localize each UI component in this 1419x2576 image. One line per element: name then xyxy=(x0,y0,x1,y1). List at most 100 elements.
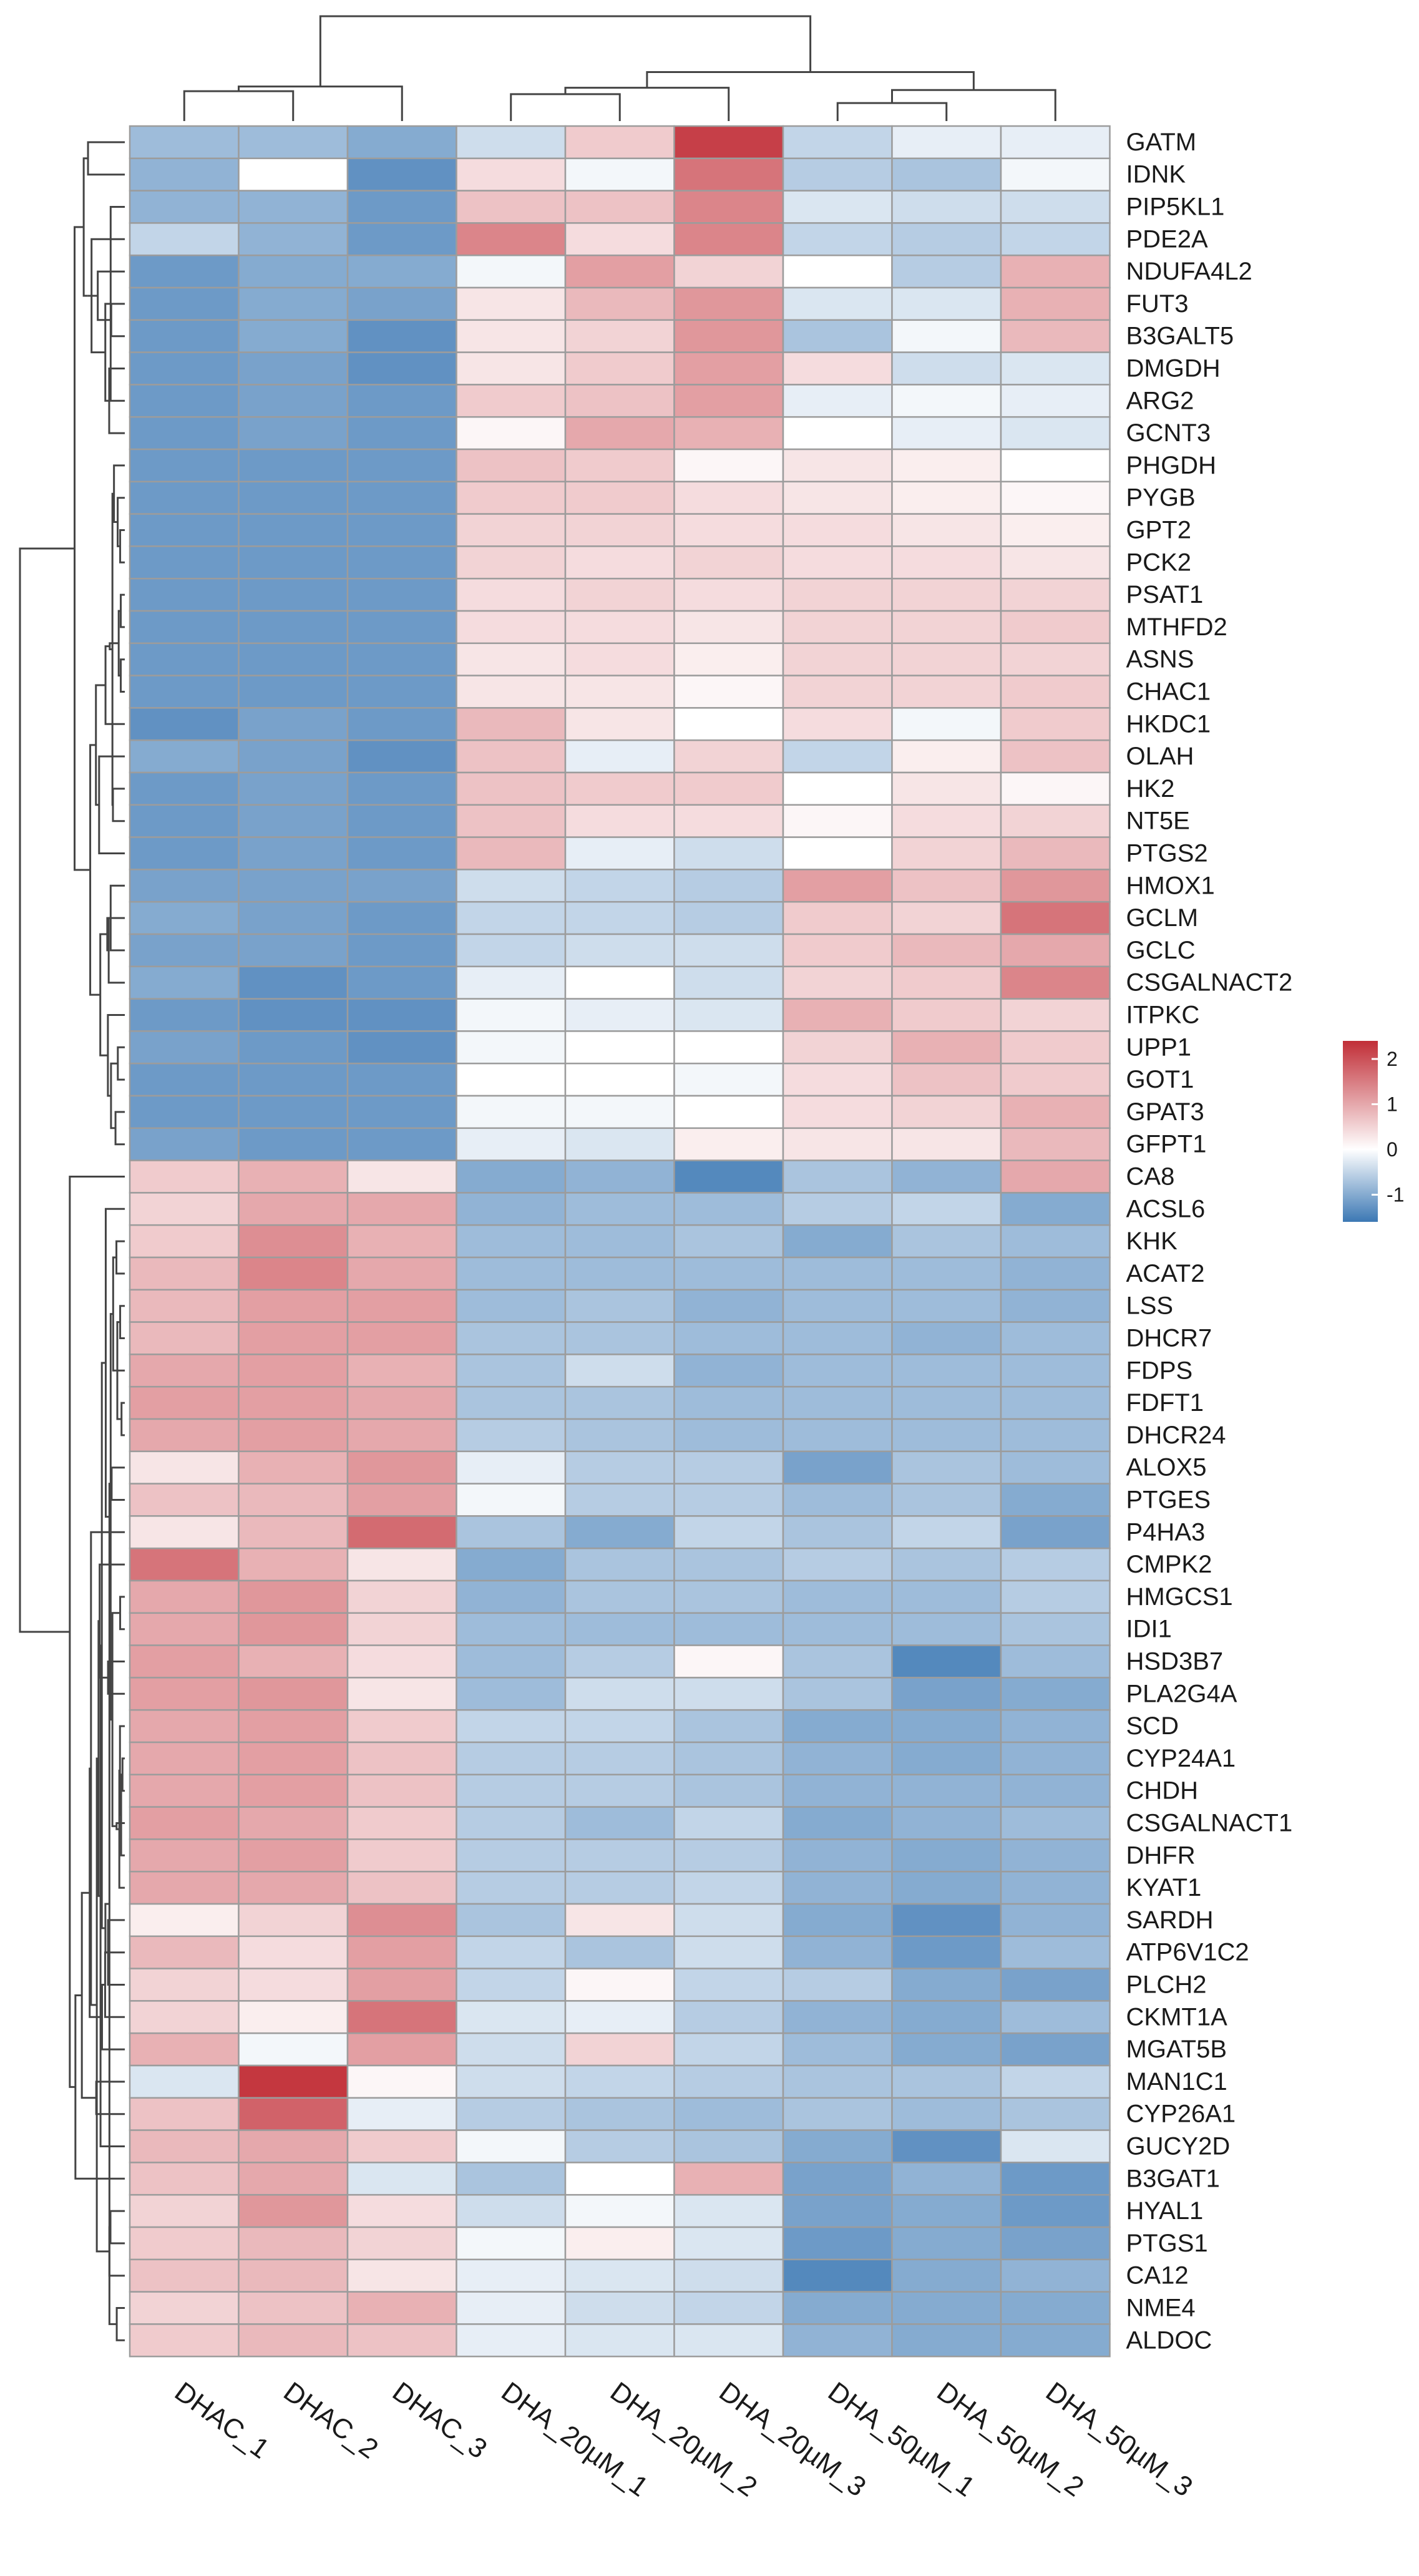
column-dendrogram-branch xyxy=(319,15,812,87)
heatmap-cell xyxy=(1000,1838,1111,1873)
heatmap-cell xyxy=(673,1127,784,1161)
heatmap-cell xyxy=(564,1773,675,1808)
heatmap-cell xyxy=(891,1321,1002,1355)
heatmap-cell xyxy=(564,384,675,418)
heatmap-cell xyxy=(238,1903,349,1938)
heatmap-cell xyxy=(1000,2193,1111,2228)
heatmap-cell xyxy=(456,1030,567,1065)
heatmap-cell xyxy=(456,125,567,160)
heatmap-cell xyxy=(1000,448,1111,483)
heatmap-cell xyxy=(673,642,784,676)
heatmap-cell xyxy=(238,836,349,871)
heatmap-cell xyxy=(564,1127,675,1161)
heatmap-cell xyxy=(456,1289,567,1323)
heatmap-cell xyxy=(456,1095,567,1129)
heatmap-cell xyxy=(456,1709,567,1744)
heatmap-cell xyxy=(782,1450,893,1485)
heatmap-cell xyxy=(1000,286,1111,321)
heatmap-cell xyxy=(129,1030,240,1065)
heatmap-cell xyxy=(673,2291,784,2325)
heatmap-cell xyxy=(564,1030,675,1065)
heatmap-cell xyxy=(891,1547,1002,1582)
heatmap-cell xyxy=(673,707,784,741)
heatmap-cell xyxy=(564,1385,675,1420)
heatmap-cell xyxy=(346,869,457,903)
heatmap-cell xyxy=(782,125,893,160)
heatmap-cell xyxy=(891,1838,1002,1873)
heatmap-cell xyxy=(129,1515,240,1549)
heatmap-cell xyxy=(782,1709,893,1744)
row-dendrogram-branch xyxy=(104,1903,125,1954)
heatmap-cell xyxy=(456,1838,567,1873)
heatmap-cell xyxy=(346,222,457,256)
heatmap-cell xyxy=(891,448,1002,483)
row-dendrogram-branch xyxy=(119,529,125,564)
heatmap-cell xyxy=(456,707,567,741)
heatmap-cell xyxy=(891,1483,1002,1517)
row-label: ALDOC xyxy=(1126,2326,1212,2354)
row-dendrogram-branch xyxy=(114,1111,125,1146)
heatmap-cell xyxy=(238,2323,349,2358)
heatmap-cell xyxy=(456,1612,567,1646)
heatmap-cell xyxy=(456,2258,567,2293)
heatmap-cell xyxy=(782,416,893,451)
heatmap-cell xyxy=(456,1354,567,1388)
row-label: ACAT2 xyxy=(1126,1260,1205,1287)
heatmap-cell xyxy=(346,933,457,968)
row-dendrogram-branch xyxy=(98,755,125,854)
row-label: GOT1 xyxy=(1126,1066,1194,1093)
heatmap-cell xyxy=(346,1289,457,1323)
heatmap-cell xyxy=(346,1773,457,1808)
row-label: HK2 xyxy=(1126,775,1175,803)
heatmap-cell xyxy=(891,1289,1002,1323)
heatmap-cell xyxy=(1000,1612,1111,1646)
column-dendrogram-branch xyxy=(836,102,948,121)
heatmap-cell xyxy=(129,739,240,774)
heatmap-cell xyxy=(891,1354,1002,1388)
heatmap-cell xyxy=(891,1192,1002,1226)
heatmap-cell xyxy=(129,1547,240,1582)
heatmap-cell xyxy=(129,481,240,515)
heatmap-cell xyxy=(782,545,893,580)
row-dendrogram-branch xyxy=(110,303,125,338)
heatmap-cell xyxy=(129,998,240,1032)
heatmap-cell xyxy=(346,286,457,321)
heatmap-cell xyxy=(782,1224,893,1259)
row-label: ACSL6 xyxy=(1126,1195,1206,1222)
heatmap-cell xyxy=(673,384,784,418)
heatmap-cell xyxy=(129,1127,240,1161)
heatmap-cell xyxy=(564,1289,675,1323)
column-label: DHAC_1 xyxy=(169,2376,275,2465)
heatmap-cell xyxy=(238,2097,349,2131)
heatmap-cell xyxy=(456,416,567,451)
heatmap-cell xyxy=(129,286,240,321)
heatmap-cell xyxy=(782,1870,893,1905)
heatmap-cell xyxy=(238,384,349,418)
row-dendrogram-branch xyxy=(99,933,108,1056)
heatmap-cell xyxy=(346,2323,457,2358)
heatmap-cell xyxy=(564,1579,675,1614)
heatmap-cell xyxy=(782,1354,893,1388)
heatmap-cell xyxy=(346,2291,457,2325)
heatmap-cell xyxy=(782,1547,893,1582)
row-dendrogram-branch xyxy=(110,1062,118,1129)
heatmap-cell xyxy=(456,965,567,1000)
row-label: IDNK xyxy=(1126,161,1186,188)
heatmap-cell xyxy=(129,675,240,709)
heatmap-cell xyxy=(238,351,349,386)
heatmap-cell xyxy=(891,610,1002,645)
row-label: P4HA3 xyxy=(1126,1518,1206,1546)
heatmap-cell xyxy=(129,2323,240,2358)
heatmap-cell xyxy=(129,1677,240,1711)
heatmap-cell xyxy=(456,545,567,580)
heatmap-cell xyxy=(346,642,457,676)
row-dendrogram-branch xyxy=(107,1014,125,1097)
heatmap-cell xyxy=(1000,2097,1111,2131)
heatmap-cell xyxy=(673,1612,784,1646)
heatmap-cell xyxy=(673,2064,784,2099)
heatmap-cell xyxy=(346,1321,457,1355)
heatmap-cell xyxy=(1000,707,1111,741)
heatmap-cell xyxy=(891,1515,1002,1549)
heatmap-cell xyxy=(673,965,784,1000)
heatmap-cell xyxy=(564,319,675,353)
